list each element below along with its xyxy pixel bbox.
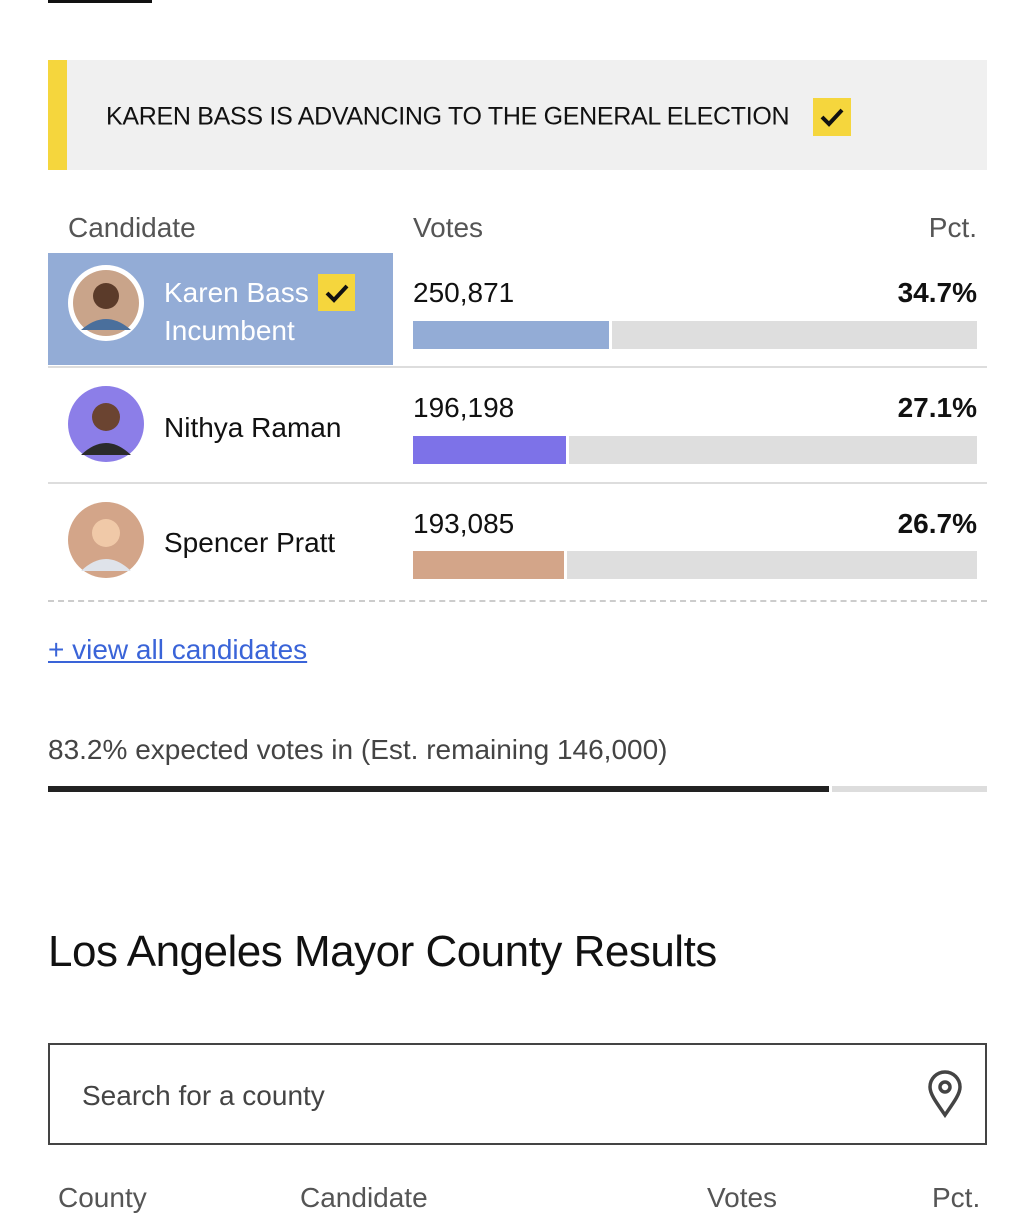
candidate-name: Karen Bass [164, 277, 309, 308]
county-header: Votes [707, 1182, 778, 1213]
bar-track [413, 321, 977, 349]
check-icon [318, 274, 355, 311]
check-icon [813, 98, 851, 136]
expected-votes: 83.2% expected votes in (Est. remaining … [48, 734, 668, 766]
tab-indicator [48, 0, 152, 3]
progress-bar [48, 786, 833, 792]
search-box[interactable]: Search for a county [48, 1043, 987, 1145]
candidate-name: Spencer Pratt [164, 527, 336, 558]
county-header: County [58, 1182, 147, 1213]
bar [413, 551, 567, 579]
view-all-link[interactable]: + view all candidates [48, 634, 308, 665]
banner: KAREN BASS IS ADVANCING TO THE GENERAL E… [48, 60, 987, 170]
county-header: Pct. [932, 1182, 981, 1213]
search-placeholder: Search for a county [82, 1080, 325, 1111]
banner-text: KAREN BASS IS ADVANCING TO THE GENERAL E… [106, 102, 790, 131]
header-candidate: Candidate [68, 212, 196, 243]
header-votes: Votes [413, 212, 484, 243]
expected-text: expected votes in (Est. remaining 146,00… [135, 734, 668, 765]
bar-track [413, 436, 977, 464]
location-icon [928, 1070, 962, 1118]
votes: 250,871 [413, 277, 515, 308]
bar-track [413, 551, 977, 579]
dashed-divider [48, 600, 987, 602]
progress-track [48, 786, 987, 792]
pct: 26.7% [897, 508, 977, 539]
header-pct: Pct. [928, 212, 977, 243]
candidate-status: Incumbent [164, 315, 295, 346]
section-title: Los Angeles Mayor County Results [48, 927, 717, 976]
divider [48, 366, 987, 368]
votes: 196,198 [413, 392, 515, 423]
votes: 193,085 [413, 508, 515, 539]
pct: 27.1% [897, 392, 977, 423]
bar [413, 436, 569, 464]
county-header: Candidate [300, 1182, 428, 1213]
bar [413, 321, 612, 349]
banner-stripe [48, 60, 67, 170]
candidate-name: Nithya Raman [164, 412, 342, 443]
pct: 34.7% [897, 277, 977, 308]
expected-pct: 83.2% [48, 734, 128, 765]
divider [48, 482, 987, 484]
avatar [68, 502, 144, 578]
avatar [68, 386, 144, 462]
avatar [68, 265, 144, 341]
